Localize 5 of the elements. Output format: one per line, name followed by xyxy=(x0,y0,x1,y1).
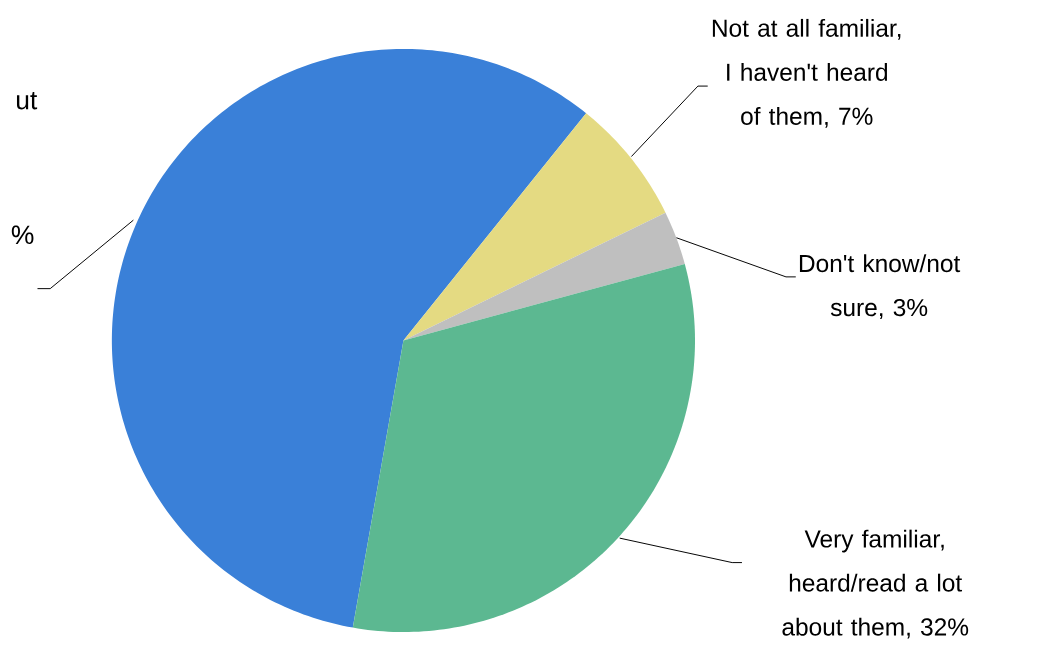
slice-label: ut xyxy=(16,92,38,110)
data-label: % xyxy=(11,225,34,245)
slice-label: Don't know/not sure, 3% xyxy=(799,254,961,320)
slice-label: Very familiar, heard/read a lot about them, 32% xyxy=(782,529,969,639)
slice-label: Not at all familiar, I haven't heard of them, 7% xyxy=(712,19,901,128)
